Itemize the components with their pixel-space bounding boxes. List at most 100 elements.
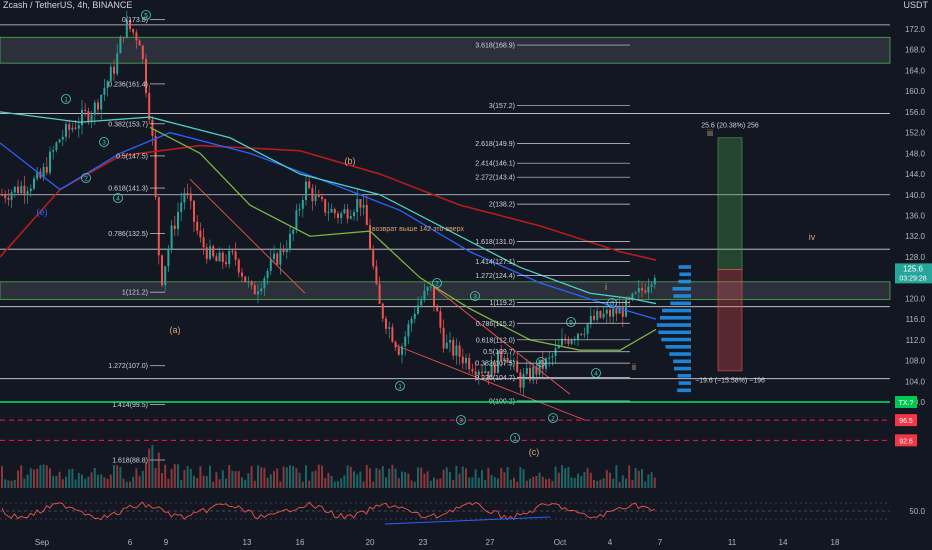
volume-bar [289,465,291,488]
candle-body [637,288,640,293]
candle-body [157,197,160,256]
candle-body [471,369,474,372]
candle-body [221,252,224,263]
candle-body [653,277,656,285]
candle-body [516,360,519,373]
candle-body [378,283,381,304]
volume-bar [298,472,301,488]
profile-bar [678,265,691,269]
fib-right-label-10: 0.786(115.2) [476,321,515,328]
volume-bar [84,478,87,488]
candle-body [455,345,458,356]
rsi-divergence-line [384,516,551,525]
fib-left-label-5: 0.786(132.5) [108,231,148,238]
candle-body [273,253,275,260]
volume-bar [285,467,288,488]
volume-bar [337,481,339,488]
volume-bar [621,475,624,488]
candle-body [295,210,298,230]
candle-body [465,357,467,364]
profile-bar [677,388,691,393]
volume-bar [362,481,365,488]
volume-bar [426,471,429,488]
volume-bar [551,480,554,488]
fib-right-label-6: 1.618(131.0) [475,239,515,246]
candle-body [420,300,423,306]
volume-bar [39,465,42,488]
volume-bar [122,478,125,488]
volume-bar [413,481,416,488]
wave-circle-8 [536,357,546,367]
volume-bar [465,468,467,488]
wave-circle-label-2: 3 [102,140,106,147]
volume-bar [145,462,147,488]
candle-body [116,53,119,74]
fib-left-label-4: 0.618(141.3) [108,186,148,193]
volume-bar [407,473,410,488]
candle-body [548,357,551,359]
volume-bar [202,475,205,488]
volume-bar [573,477,576,488]
candle-body [241,272,243,277]
candle-body [317,194,320,197]
fib-right-label-11: 0.618(112.0) [476,337,515,344]
fib-left-label-2: 0.382(153.7) [108,121,148,128]
measure-up-box [717,137,743,270]
volume-bar [541,476,544,488]
wave-label-7: (e) [37,207,48,217]
candle-body [100,94,103,110]
candle-body [77,125,80,129]
candle-body [164,266,167,286]
candle-body [628,298,631,300]
volume-bar [625,478,627,488]
volume-bar [580,476,583,488]
fib-right-label-8: 1.272(124.4) [475,273,515,280]
candle-body [580,333,583,335]
candle-body [93,102,96,115]
volume-bar [167,478,170,488]
volume-bar [378,469,381,488]
volume-bar [589,472,592,488]
volume-bar [183,469,186,488]
candle-body [586,324,589,334]
volume-bar [17,470,19,488]
volume-bar [81,474,83,488]
price-tag-label-2: 92.6 [899,438,913,445]
volume-bar [401,471,403,488]
volume-bar [269,474,272,488]
candle-body [461,356,464,364]
candle-body [445,342,448,349]
volume-bar [647,474,650,488]
candle-body [257,291,259,295]
candle-body [106,81,109,89]
volume-bar [420,467,423,488]
volume-bar [359,471,362,488]
price-tag-label-0: TX.? [899,400,914,407]
price-tag-0 [895,396,917,408]
candle-body [109,66,112,82]
candle-body [10,192,13,200]
volume-bar [369,468,371,488]
price-tick-4: 156.0 [905,108,926,117]
volume-bar [513,477,515,488]
volume-bar [417,467,419,488]
candle-body [577,333,579,340]
volume-bar [77,472,80,488]
volume-bar [199,466,202,488]
volume-bar [583,471,586,488]
zone-1 [0,281,891,300]
volume-bar [586,468,589,488]
volume-bar [314,470,317,488]
candle-body [65,124,67,137]
candle-body [423,290,426,301]
volume-bar [173,464,176,488]
volume-bar [349,466,352,488]
candle-body [148,93,151,120]
candles [1,10,656,396]
volume-bar [333,481,336,488]
volume-bar [372,481,375,488]
volume-bar [247,473,250,488]
volume-bar [618,481,621,488]
wave-label-6: iv [809,232,816,242]
